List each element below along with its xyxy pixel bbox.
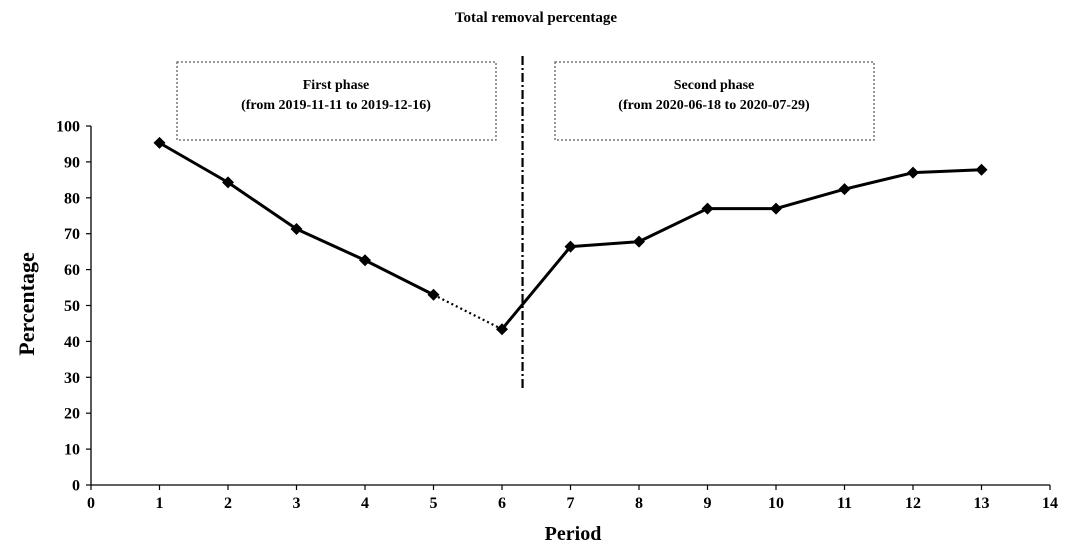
- x-tick-label: 3: [293, 495, 301, 512]
- first-phase-box: [176, 61, 497, 141]
- y-tick-label: 90: [64, 154, 80, 171]
- y-tick-label: 10: [64, 442, 80, 459]
- x-tick-label: 0: [87, 495, 95, 512]
- data-point-diamond: [838, 183, 851, 196]
- x-axis-title: Period: [545, 523, 602, 544]
- series-line-segment: [364, 258, 435, 297]
- data-point-diamond: [907, 166, 919, 179]
- data-point-diamond: [222, 176, 234, 189]
- x-tick-label: 13: [974, 495, 990, 512]
- y-tick-label: 0: [72, 478, 80, 495]
- second-phase-dates: (from 2020-06-18 to 2020-07-29): [618, 98, 810, 113]
- axes: 0 1 2 3 4 5 6 7 8 9 10 11 12 13 1401020304050607080901…: [56, 119, 1058, 513]
- y-tick-label: 50: [64, 298, 80, 315]
- series-line-segment: [570, 240, 640, 249]
- x-tick-label: 5: [430, 495, 438, 512]
- series-line-segment: [775, 187, 845, 211]
- y-tick-label: 40: [64, 334, 80, 351]
- series-line-segment: [912, 168, 982, 175]
- x-tick-label: 12: [905, 495, 921, 512]
- data-point-diamond: [975, 163, 988, 176]
- x-tick-label: 8: [635, 495, 643, 512]
- x-tick-label: 7: [567, 495, 575, 512]
- x-tick-label: 1: [156, 495, 164, 512]
- x-tick-label: 10: [768, 495, 784, 512]
- series-dotted-segment: [433, 293, 503, 331]
- data-point-diamond: [427, 288, 440, 301]
- first-phase-dates: (from 2019-11-11 to 2019-12-16): [241, 98, 431, 113]
- second-phase-box: [554, 61, 875, 141]
- data-point-diamond: [290, 223, 303, 236]
- series-line-segment: [844, 171, 914, 191]
- x-tick-label: 14: [1042, 495, 1058, 512]
- data-point-diamond: [564, 240, 577, 253]
- data-point-diamond: [496, 323, 508, 336]
- y-tick-label: 100: [56, 119, 80, 136]
- y-tick-label: 60: [64, 262, 80, 279]
- data-point-diamond: [153, 136, 166, 149]
- series-line-segment: [158, 141, 229, 184]
- x-tick-label: 6: [498, 495, 506, 512]
- y-tick-label: 30: [64, 370, 80, 387]
- x-tick-label: 2: [224, 495, 232, 512]
- y-tick-label: 80: [64, 190, 80, 207]
- y-axis-title: Percentage: [14, 252, 39, 356]
- data-point-diamond: [633, 235, 645, 248]
- series-line-segment: [500, 245, 572, 331]
- x-tick-label: 9: [704, 495, 712, 512]
- y-tick-label: 20: [64, 406, 80, 423]
- series-line-segment: [638, 207, 709, 243]
- first-phase-title: First phase: [303, 78, 370, 93]
- data-point-diamond: [701, 202, 714, 215]
- chart-title: Total removal percentage: [455, 10, 618, 26]
- series-line-segment: [227, 181, 298, 231]
- data-point-diamond: [770, 202, 782, 215]
- x-tick-label: 11: [837, 495, 852, 512]
- series-line-segment: [295, 227, 366, 262]
- series-marks: [153, 56, 988, 391]
- data-point-diamond: [359, 254, 371, 267]
- x-tick-label: 4: [361, 495, 369, 512]
- second-phase-title: Second phase: [674, 78, 755, 93]
- y-tick-label: 70: [64, 226, 80, 243]
- phase-annotations: First phase (from 2019-11-11 to 2019-12-…: [176, 61, 875, 141]
